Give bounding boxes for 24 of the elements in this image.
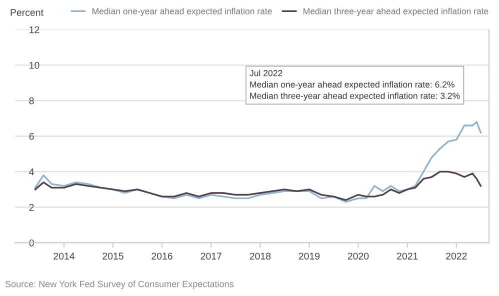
line-series — [34, 170, 482, 201]
y-tick-label: 12 — [30, 26, 40, 34]
x-tick-label: 2021 — [397, 252, 418, 260]
annotation: Median one-year ahead expected inflation rate: 6.2% — [250, 81, 454, 90]
x-tick-label: 2019 — [298, 252, 320, 260]
annotation: Jul 2022 — [250, 70, 282, 76]
annotation: Median three-year ahead expected inflation rate: 3.2% — [250, 92, 460, 101]
y-tick-label: 6 — [29, 132, 34, 140]
y-tick-label: 4 — [29, 168, 34, 176]
x-tick-label: 2022 — [446, 252, 467, 260]
y-axis-title: Percent — [10, 9, 44, 16]
y-tick-label: 8 — [29, 97, 34, 104]
legend-label: Median one-year ahead expected inflation rate — [92, 8, 272, 16]
x-tick-label: 2016 — [152, 252, 172, 260]
source-note: Source: New York Fed Survey of Consumer Expectations — [5, 280, 234, 289]
y-tick-label: 2 — [29, 204, 34, 211]
y-tick-label: 10 — [30, 62, 40, 69]
x-tick-label: 2017 — [200, 252, 222, 260]
x-tick-label: 2018 — [250, 252, 271, 260]
line-series — [34, 121, 482, 203]
x-tick-label: 2015 — [102, 252, 124, 260]
x-tick-label: 2014 — [54, 252, 75, 260]
x-tick-label: 2020 — [348, 252, 369, 260]
legend-label: Median three-year ahead expected inflation rate — [304, 8, 488, 16]
